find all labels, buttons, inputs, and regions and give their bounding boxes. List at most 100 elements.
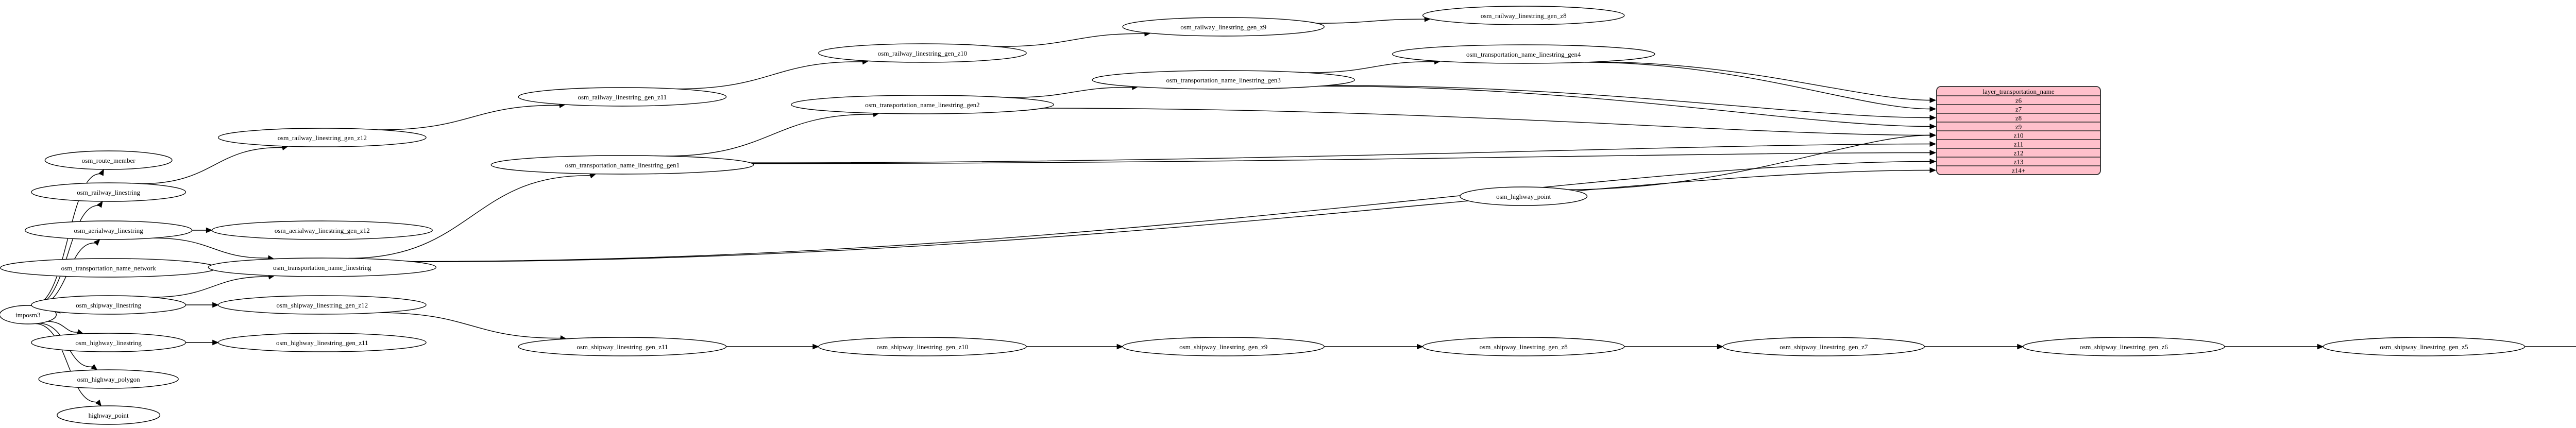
node-label: osm_railway_linestring_gen_z10 (878, 49, 967, 57)
node-label: osm_aerialway_linestring_gen_z12 (275, 227, 370, 234)
node-osm_railway_linestring_gen_z12[interactable]: osm_railway_linestring_gen_z12 (217, 128, 427, 147)
edge-arrowhead (1929, 167, 1937, 173)
node-osm_transportation_name_linestring_gen4[interactable]: osm_transportation_name_linestring_gen4 (1392, 44, 1655, 64)
node-ellipse (1460, 186, 1588, 206)
node-ellipse (1422, 6, 1625, 25)
node-ellipse (791, 95, 1054, 114)
node-osm_route_member[interactable]: osm_route_member (44, 150, 173, 170)
edge-osm_highway_point-to-layer-4 (1568, 134, 1930, 190)
edge-imposm3-to-highway_point (35, 323, 98, 403)
edge-osm_transportation_name_linestring_gen1-to-osm_transportation_name_linestring_gen2 (666, 114, 874, 157)
table-row-z14+[interactable]: z14+ (2012, 167, 2025, 175)
node-ellipse (24, 220, 193, 240)
table-row-z13[interactable]: z13 (2014, 158, 2024, 166)
table-header-label: layer_transportation_name (1982, 88, 2055, 95)
table-row-z12[interactable]: z12 (2014, 149, 2024, 157)
edge-osm_transportation_name_linestring-to-osm_transportation_name_linestring_gen1 (348, 175, 591, 259)
table-row-z7[interactable]: z7 (2015, 106, 2022, 113)
edge-arrowhead (812, 344, 820, 350)
node-label: osm_shipway_linestring_gen_z12 (277, 301, 368, 309)
node-osm_highway_point[interactable]: osm_highway_point (1460, 186, 1588, 206)
edge-imposm3-to-osm_railway_linestring (33, 205, 100, 306)
edge-osm_railway_linestring_gen_z9-to-osm_railway_linestring_gen_z8 (1316, 19, 1426, 24)
node-osm_railway_linestring_gen_z11[interactable]: osm_railway_linestring_gen_z11 (518, 87, 727, 107)
layer-table-group[interactable]: layer_transportation_namez6z7z8z9z10z11z… (1936, 86, 2101, 175)
table-row-z9[interactable]: z9 (2015, 123, 2022, 131)
node-osm_railway_linestring[interactable]: osm_railway_linestring (31, 182, 187, 202)
edge-arrowhead (1929, 132, 1937, 138)
edge-arrowhead (1929, 141, 1937, 147)
node-label: osm_transportation_name_linestring_gen2 (865, 101, 979, 109)
table-row-z10[interactable]: z10 (2014, 132, 2024, 140)
node-osm_aerialway_linestring[interactable]: osm_aerialway_linestring (24, 220, 193, 240)
edge-arrowhead (95, 399, 102, 407)
node-ellipse (1092, 70, 1355, 90)
node-highway_point[interactable]: highway_point (57, 405, 161, 425)
node-osm_shipway_linestring_gen_z9[interactable]: osm_shipway_linestring_gen_z9 (1122, 337, 1325, 356)
node-osm_railway_linestring_gen_z8[interactable]: osm_railway_linestring_gen_z8 (1422, 6, 1625, 25)
node-osm_highway_linestring_gen_z11[interactable]: osm_highway_linestring_gen_z11 (217, 333, 427, 352)
node-osm_highway_linestring[interactable]: osm_highway_linestring (31, 333, 187, 352)
table-row-z11[interactable]: z11 (2014, 141, 2023, 148)
node-label: osm_shipway_linestring_gen_z6 (2080, 343, 2168, 351)
edge-osm_transportation_name_linestring-to-layer-7 (411, 161, 1930, 262)
table-row-z6[interactable]: z6 (2015, 97, 2022, 105)
node-label: osm_shipway_linestring (76, 301, 142, 309)
node-osm_transportation_name_linestring_gen2[interactable]: osm_transportation_name_linestring_gen2 (791, 95, 1054, 114)
edge-osm_shipway_linestring_gen_z12-to-osm_shipway_linestring_gen_z11 (378, 312, 562, 339)
node-osm_railway_linestring_gen_z10[interactable]: osm_railway_linestring_gen_z10 (818, 43, 1027, 63)
node-ellipse (217, 333, 427, 352)
node-imposm3[interactable]: imposm3 (0, 305, 57, 324)
node-osm_transportation_name_linestring[interactable]: osm_transportation_name_linestring (208, 258, 437, 277)
edge-osm_transportation_name_linestring_gen2-to-layer-4 (1043, 108, 1930, 136)
edge-arrowhead (1929, 124, 1937, 129)
edge-osm_shipway_linestring-to-osm_transportation_name_linestring (152, 276, 269, 298)
node-osm_shipway_linestring_gen_z12[interactable]: osm_shipway_linestring_gen_z12 (217, 295, 427, 315)
edge-osm_transportation_name_linestring-to-layer-8 (414, 169, 1930, 262)
edge-arrowhead (97, 200, 103, 208)
node-label: osm_railway_linestring (77, 189, 140, 196)
node-osm_shipway_linestring_gen_z5[interactable]: osm_shipway_linestring_gen_z5 (2323, 337, 2526, 356)
node-label: osm_transportation_name_linestring (273, 264, 371, 271)
node-osm_highway_polygon[interactable]: osm_highway_polygon (38, 369, 179, 389)
node-label: osm_aerialway_linestring (74, 227, 143, 234)
edge-osm_aerialway_linestring-to-osm_transportation_name_linestring (153, 237, 269, 259)
node-label: osm_highway_linestring_gen_z11 (276, 339, 368, 347)
node-label: osm_railway_linestring_gen_z11 (578, 93, 667, 101)
node-osm_shipway_linestring_gen_z10[interactable]: osm_shipway_linestring_gen_z10 (818, 337, 1027, 356)
node-label: osm_transportation_name_linestring_gen3 (1166, 76, 1280, 84)
node-osm_shipway_linestring_gen_z11[interactable]: osm_shipway_linestring_gen_z11 (518, 337, 727, 356)
node-ellipse (2023, 337, 2225, 356)
node-label: osm_shipway_linestring_gen_z11 (577, 343, 668, 351)
node-osm_shipway_linestring_gen_z8[interactable]: osm_shipway_linestring_gen_z8 (1422, 337, 1625, 356)
node-label: osm_railway_linestring_gen_z8 (1481, 12, 1567, 20)
node-label: osm_shipway_linestring_gen_z5 (2380, 343, 2468, 351)
edge-osm_railway_linestring_gen_z12-to-osm_railway_linestring_gen_z11 (379, 105, 561, 130)
node-osm_shipway_linestring_gen_z7[interactable]: osm_shipway_linestring_gen_z7 (1722, 337, 1925, 356)
edge-osm_railway_linestring_gen_z10-to-osm_railway_linestring_gen_z9 (996, 33, 1145, 47)
edge-arrowhead (212, 339, 219, 346)
node-ellipse (490, 155, 754, 175)
node-osm_transportation_name_linestring_gen3[interactable]: osm_transportation_name_linestring_gen3 (1092, 70, 1355, 90)
edge-arrowhead (1929, 97, 1937, 103)
node-label: osm_railway_linestring_gen_z12 (278, 134, 367, 142)
node-osm_shipway_linestring_gen_z6[interactable]: osm_shipway_linestring_gen_z6 (2023, 337, 2225, 356)
edge-arrowhead (206, 227, 213, 233)
node-ellipse (0, 305, 57, 324)
node-osm_transportation_name_linestring_gen1[interactable]: osm_transportation_name_linestring_gen1 (490, 155, 754, 175)
node-ellipse (31, 182, 187, 202)
layer-transportation-name-table[interactable]: layer_transportation_namez6z7z8z9z10z11z… (1936, 86, 2101, 175)
node-label: osm_shipway_linestring_gen_z9 (1179, 343, 1267, 351)
node-osm_shipway_linestring[interactable]: osm_shipway_linestring (31, 295, 187, 315)
node-label: osm_shipway_linestring_gen_z8 (1480, 343, 1568, 351)
node-label: osm_transportation_name_linestring_gen1 (565, 161, 680, 169)
edge-arrowhead (1929, 115, 1937, 121)
node-osm_railway_linestring_gen_z9[interactable]: osm_railway_linestring_gen_z9 (1122, 17, 1325, 37)
node-osm_aerialway_linestring_gen_z12[interactable]: osm_aerialway_linestring_gen_z12 (211, 220, 433, 240)
table-row-z8[interactable]: z8 (2015, 114, 2022, 122)
edge-arrowhead (98, 168, 104, 176)
node-osm_transportation_name_network[interactable]: osm_transportation_name_network (0, 258, 217, 278)
nodes-layer: imposm3 osm_route_member osm_railway_lines… (0, 6, 2526, 425)
